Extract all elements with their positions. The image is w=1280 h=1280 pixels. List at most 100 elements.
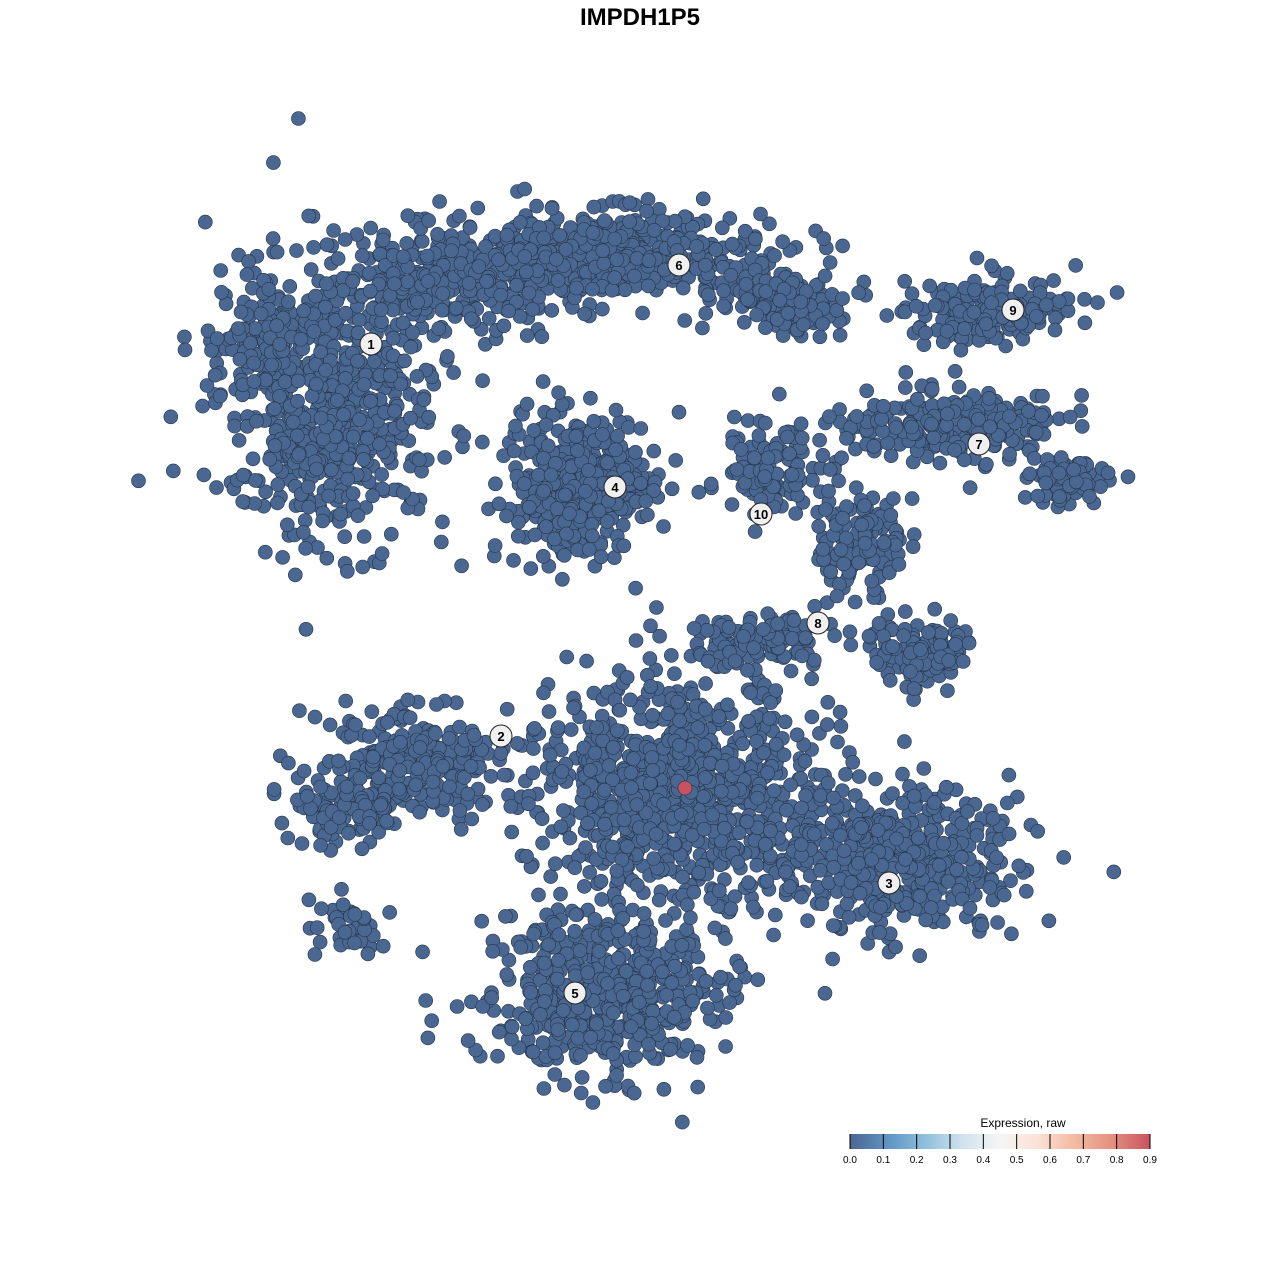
cell-point: [440, 349, 455, 364]
cell-point: [740, 292, 755, 307]
cell-point: [645, 763, 661, 778]
cell-point: [912, 888, 928, 904]
cell-point: [617, 282, 633, 298]
cell-point: [544, 303, 560, 318]
cell-point: [471, 259, 487, 274]
cell-point: [727, 653, 743, 669]
cell-point: [793, 837, 809, 853]
cell-point: [984, 295, 999, 311]
cell-point: [435, 286, 451, 301]
cell-point: [644, 750, 660, 765]
cell-point: [641, 253, 657, 268]
cell-point: [714, 758, 730, 774]
cell-point: [519, 328, 535, 343]
cell-point: [496, 318, 512, 334]
cell-point: [337, 232, 353, 247]
cell-point: [770, 616, 786, 632]
cell-point: [646, 223, 662, 238]
cell-point: [550, 720, 566, 735]
cell-point: [904, 491, 920, 506]
cell-point: [212, 388, 228, 404]
cell-point: [819, 717, 835, 732]
cell-point: [675, 869, 690, 885]
cell-point: [804, 671, 820, 687]
cell-point: [916, 761, 932, 776]
cell-point: [947, 363, 963, 379]
cell-point: [724, 236, 740, 252]
cell-point: [496, 767, 512, 783]
cell-point: [909, 391, 925, 407]
cell-point: [996, 887, 1012, 903]
cell-point: [628, 444, 643, 460]
cell-point: [697, 770, 713, 786]
cell-point: [552, 228, 568, 243]
cell-point: [962, 480, 978, 496]
cell-point: [375, 232, 391, 248]
cell-point: [689, 239, 705, 254]
cell-point: [318, 299, 333, 315]
cell-point: [441, 731, 457, 746]
cell-point: [593, 549, 609, 565]
cell-point: [999, 795, 1015, 811]
cell-point: [429, 697, 444, 712]
cell-point: [821, 483, 836, 499]
cell-point: [536, 685, 551, 701]
cell-point: [953, 342, 969, 358]
cell-point: [800, 913, 815, 929]
cell-point: [784, 631, 800, 646]
cell-point: [586, 199, 602, 215]
cell-point: [604, 282, 620, 298]
cell-point: [786, 612, 802, 628]
cell-point: [866, 438, 882, 454]
cell-point: [940, 406, 955, 422]
cell-point: [412, 804, 428, 820]
cell-point: [943, 613, 959, 628]
cell-point: [331, 810, 347, 825]
cell-point: [395, 315, 411, 331]
cell-point: [782, 879, 798, 894]
cell-point: [759, 873, 775, 889]
cell-point: [1011, 858, 1027, 874]
cell-point: [301, 499, 317, 515]
cell-point: [1002, 446, 1017, 462]
cell-point: [549, 501, 565, 516]
cell-point: [207, 367, 223, 383]
cell-point: [583, 390, 598, 406]
cell-point: [697, 701, 713, 717]
cell-point: [638, 493, 654, 509]
cell-point: [597, 782, 612, 798]
cell-point: [131, 473, 146, 489]
cell-point: [753, 206, 768, 222]
cell-point: [768, 683, 784, 698]
cell-point: [195, 398, 210, 414]
cell-point: [623, 765, 639, 781]
cell-point: [371, 436, 387, 452]
cell-point: [230, 321, 246, 336]
cell-point: [166, 463, 181, 479]
cell-point: [700, 653, 716, 669]
cell-point: [708, 242, 724, 257]
cell-point: [595, 427, 610, 442]
cell-point: [879, 308, 895, 323]
cell-point: [635, 305, 650, 321]
cell-point: [576, 879, 592, 894]
cell-point: [633, 475, 649, 491]
cell-point: [411, 452, 427, 468]
cell-point: [1068, 258, 1083, 273]
cell-point: [517, 181, 533, 197]
cell-point: [313, 344, 328, 360]
cell-point: [257, 544, 273, 560]
cell-point: [698, 676, 713, 691]
cell-point: [585, 281, 600, 297]
cell-point: [957, 417, 972, 432]
cell-point: [815, 316, 830, 332]
cell-point: [1001, 767, 1017, 783]
cell-point: [460, 786, 476, 802]
cell-point: [698, 306, 714, 321]
cell-point: [501, 303, 517, 319]
cell-point: [924, 381, 940, 397]
cell-point: [1068, 474, 1084, 490]
cell-point: [825, 951, 840, 967]
cell-point: [493, 287, 509, 303]
cell-point: [570, 443, 585, 458]
